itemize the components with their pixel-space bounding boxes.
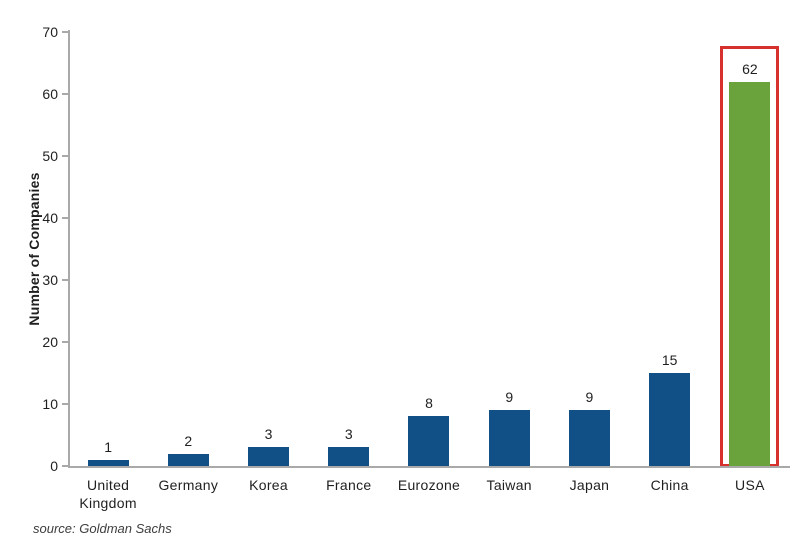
plot-area: 1 United Kingdom 2 Germany 3 Korea 3 France 8 Eur… [68, 32, 790, 511]
bar-germany [167, 453, 209, 466]
bar-value-label: 3 [344, 426, 353, 443]
y-tick-label: 50 [42, 148, 58, 164]
source-note: source: Goldman Sachs [33, 521, 172, 536]
x-category-label: United Kingdom [79, 477, 137, 511]
y-tick-mark [62, 465, 68, 467]
bar-value-label: 15 [661, 352, 678, 368]
x-category-label: Germany [158, 477, 219, 493]
y-tick-label: 0 [50, 458, 58, 474]
x-axis-line [68, 466, 790, 468]
bar-taiwan [488, 410, 530, 466]
y-tick-label: 10 [42, 396, 58, 412]
bar-value-label: 9 [505, 389, 514, 406]
x-category-label: Eurozone [397, 477, 461, 493]
bar-value-label: 9 [585, 389, 594, 406]
y-tick-label: 60 [42, 86, 58, 102]
bar-group-eurozone: 8 Eurozone [389, 32, 469, 493]
x-category-label: USA [735, 477, 765, 493]
bar-group-united-kingdom: 1 United Kingdom [68, 32, 148, 511]
y-tick-mark [62, 279, 68, 281]
bar-group-japan: 9 Japan [549, 32, 629, 493]
y-tick-mark [62, 217, 68, 219]
y-tick-mark [62, 155, 68, 157]
bar-group-usa: 62 USA [710, 32, 790, 493]
y-tick-mark [62, 341, 68, 343]
bar-value-label: 62 [742, 60, 758, 77]
bar-united-kingdom [87, 459, 129, 466]
bar-group-korea: 3 Korea [228, 32, 308, 493]
x-category-label: France [326, 477, 372, 493]
y-tick-mark [62, 31, 68, 33]
y-axis: 0 10 20 30 40 50 60 70 [0, 25, 68, 473]
bar-value-label: 1 [104, 438, 112, 455]
y-tick-label: 70 [42, 24, 58, 40]
bar-value-label: 2 [184, 432, 193, 449]
bar-japan [568, 410, 610, 466]
bar-china [649, 373, 691, 466]
bar-usa [729, 81, 771, 466]
bar-value-label: 3 [264, 426, 273, 443]
bar-group-taiwan: 9 Taiwan [469, 32, 549, 493]
x-category-label: China [650, 477, 689, 493]
y-axis-line [68, 30, 70, 466]
bar-group-germany: 2 Germany [148, 32, 228, 493]
bar-eurozone [408, 416, 450, 466]
y-tick-label: 30 [42, 272, 58, 288]
x-category-label: Korea [249, 477, 288, 493]
y-tick-label: 20 [42, 334, 58, 350]
bar-value-label: 8 [425, 395, 433, 412]
y-tick-mark [62, 93, 68, 95]
bar-korea [248, 447, 290, 466]
y-tick-mark [62, 403, 68, 405]
bar-group-china: 15 China [630, 32, 710, 493]
x-category-label: Japan [569, 477, 610, 493]
x-category-label: Taiwan [486, 477, 532, 493]
bar-france [328, 447, 370, 466]
bar-group-france: 3 France [309, 32, 389, 493]
y-tick-label: 40 [42, 210, 58, 226]
